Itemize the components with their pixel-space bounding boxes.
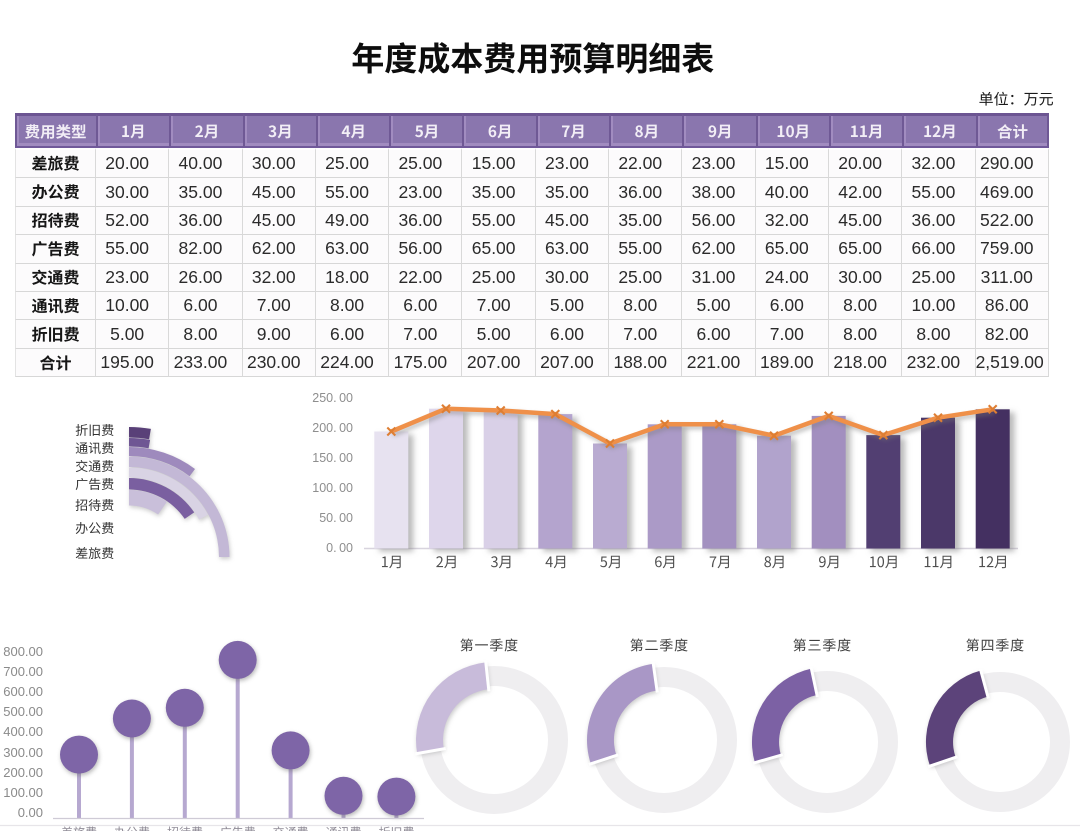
svg-text:100. 00: 100. 00 (312, 481, 353, 495)
svg-text:200.00: 200.00 (3, 765, 43, 780)
svg-text:800.00: 800.00 (3, 644, 43, 659)
svg-text:600.00: 600.00 (3, 684, 43, 699)
svg-text:200. 00: 200. 00 (312, 421, 353, 435)
svg-text:0. 00: 0. 00 (326, 541, 353, 555)
svg-text:500.00: 500.00 (3, 704, 43, 719)
svg-text:0.00: 0.00 (18, 805, 43, 820)
svg-text:700.00: 700.00 (3, 664, 43, 679)
svg-text:50. 00: 50. 00 (319, 511, 353, 525)
svg-text:100.00: 100.00 (3, 785, 43, 800)
svg-text:150. 00: 150. 00 (312, 451, 353, 465)
svg-text:300.00: 300.00 (3, 745, 43, 760)
svg-text:400.00: 400.00 (3, 724, 43, 739)
svg-text:250. 00: 250. 00 (312, 391, 353, 405)
